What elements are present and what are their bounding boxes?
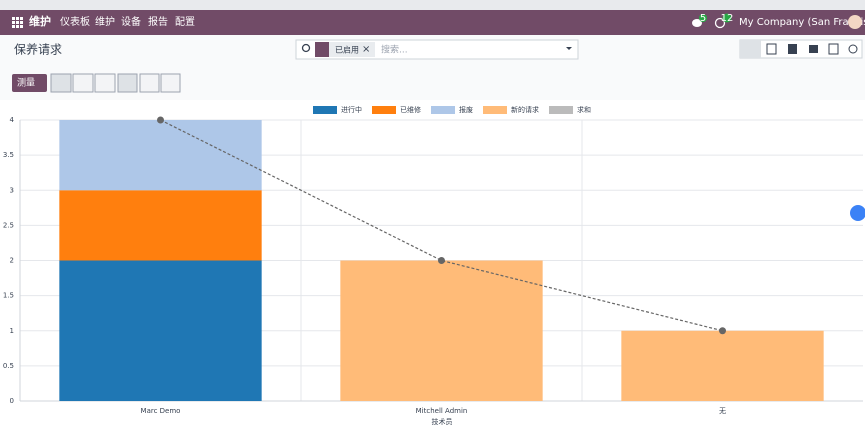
breadcrumb: 保养请求: [14, 42, 62, 57]
apps-icon[interactable]: [12, 17, 23, 28]
activity-icon[interactable]: [714, 17, 726, 29]
view-calendar[interactable]: [828, 43, 839, 55]
view-list[interactable]: [809, 45, 818, 53]
search-toggle[interactable]: [566, 47, 572, 50]
y-tick-label: 4: [10, 116, 15, 124]
sort-desc[interactable]: [139, 73, 160, 93]
measure-button[interactable]: [12, 74, 47, 92]
y-tick-label: 3.5: [3, 151, 14, 159]
bar-segment: [59, 260, 262, 401]
legend-swatch: [431, 106, 455, 114]
x-tick-label: Mitchell Admin: [416, 407, 468, 415]
legend-swatch: [483, 106, 507, 114]
bar-segment: [59, 190, 262, 261]
avatar[interactable]: [848, 15, 862, 29]
sum-point: [157, 116, 164, 124]
y-tick-label: 0.5: [3, 362, 14, 370]
bar-mode[interactable]: [50, 73, 72, 93]
view-switcher: [739, 39, 863, 59]
y-tick-label: 2.5: [3, 221, 14, 229]
chat-badge: 5: [700, 13, 706, 24]
bar-segment: [59, 120, 262, 191]
facet-icon: [315, 42, 329, 57]
app-name[interactable]: 维护: [29, 14, 51, 28]
chart: 0 0.5 1 1.5 2 2.5 3 3.5 4 进行中 已维修 报废 新的请求 求和 Marc Demo…: [3, 105, 863, 426]
y-tick-label: 1.5: [3, 292, 14, 300]
badge-bg: [722, 13, 732, 23]
company[interactable]: My Company (San Francisco): [739, 17, 865, 28]
navbar: 维护 仪表板 维护 设备 报告 配置 5 12 My Company (San …: [0, 10, 865, 35]
view-pivot[interactable]: [766, 43, 777, 55]
menu-item[interactable]: 维护: [95, 15, 115, 28]
activity-badge: 12: [721, 13, 734, 24]
navbar-bg: [0, 10, 865, 35]
legend-label: 已维修: [400, 105, 421, 114]
facet-remove[interactable]: ×: [362, 44, 370, 55]
y-tick-label: 3: [10, 186, 14, 194]
bar-segment: [340, 260, 543, 401]
legend-swatch: [372, 106, 396, 114]
view-activity[interactable]: [848, 44, 858, 54]
y-tick-label: 0: [10, 397, 14, 405]
browser-bar: [0, 0, 865, 10]
view-kanban[interactable]: [788, 44, 797, 54]
bar-segment: [621, 330, 824, 401]
menu-item[interactable]: 配置: [175, 16, 195, 28]
badge-bg: [699, 14, 707, 22]
assistant-button[interactable]: [850, 205, 865, 221]
x-axis-label: 技术员: [432, 417, 453, 426]
sum-line: [160, 119, 723, 332]
graph-toolbar: [50, 73, 181, 93]
y-tick-label: 2: [10, 257, 14, 265]
facet: [315, 42, 375, 57]
facet-label: 已启用: [335, 45, 359, 55]
measure-label[interactable]: 测量: [17, 78, 35, 89]
menu-item[interactable]: 仪表板: [60, 15, 90, 28]
search-icon: [301, 43, 311, 53]
sum-point: [438, 257, 445, 264]
view-graph[interactable]: [740, 40, 761, 58]
menu-item[interactable]: 设备: [121, 15, 141, 28]
legend-swatch: [313, 106, 337, 114]
legend-label: 进行中: [341, 105, 362, 114]
legend-label: 新的请求: [511, 105, 539, 114]
legend-label: 求和: [577, 105, 591, 114]
menu-item[interactable]: 报告: [148, 15, 168, 28]
pie-mode[interactable]: [94, 73, 116, 93]
legend-label: 报废: [459, 105, 473, 114]
line-mode[interactable]: [72, 73, 94, 93]
chat-icon[interactable]: [692, 19, 702, 27]
search-placeholder[interactable]: 搜索...: [381, 44, 408, 56]
sum-point: [719, 327, 726, 335]
x-tick-label: Marc Demo: [141, 407, 181, 415]
stack-toggle[interactable]: [117, 73, 138, 93]
sort-asc[interactable]: [160, 73, 181, 93]
y-tick-label: 1: [10, 327, 14, 335]
x-tick-label: 无: [719, 407, 726, 415]
legend-swatch: [549, 106, 573, 114]
